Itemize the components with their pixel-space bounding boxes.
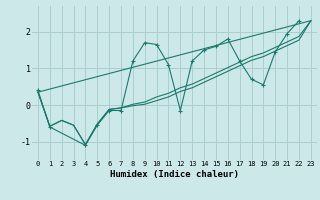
X-axis label: Humidex (Indice chaleur): Humidex (Indice chaleur)	[110, 170, 239, 179]
